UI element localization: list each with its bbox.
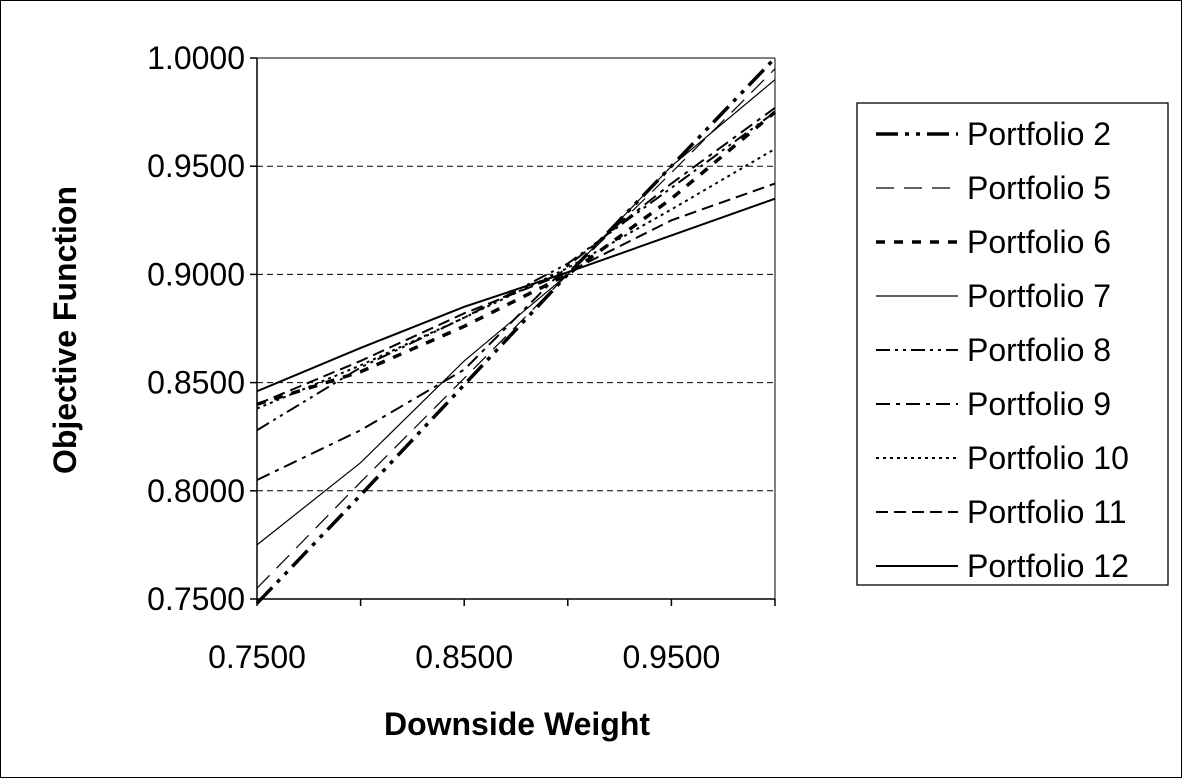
series-line-portfolio-10 xyxy=(256,148,776,410)
legend-label: Portfolio 6 xyxy=(967,224,1111,260)
y-tick-labels: 0.7500 0.8000 0.8500 0.9000 0.9500 1.0000 xyxy=(147,40,245,617)
legend: Portfolio 2 Portfolio 5 Portfolio 6 Portfol… xyxy=(876,116,1129,584)
x-tick-label: 0.9500 xyxy=(622,639,720,675)
series-lines xyxy=(255,56,777,605)
y-tick-label: 0.8000 xyxy=(147,473,245,509)
series-line-portfolio-5 xyxy=(256,68,776,589)
y-tick-label: 0.7500 xyxy=(147,581,245,617)
legend-label: Portfolio 9 xyxy=(967,386,1111,422)
legend-label: Portfolio 10 xyxy=(967,440,1129,476)
y-tick-label: 0.8500 xyxy=(147,365,245,401)
y-tick-label: 1.0000 xyxy=(147,40,245,76)
legend-label: Portfolio 11 xyxy=(967,494,1127,530)
series-line-portfolio-12 xyxy=(256,197,776,393)
gridlines xyxy=(257,165,775,492)
series-line-portfolio-7 xyxy=(256,79,776,546)
legend-label: Portfolio 2 xyxy=(967,116,1111,152)
y-tick-label: 0.9000 xyxy=(147,256,245,292)
x-tick-label: 0.8500 xyxy=(415,639,513,675)
y-tick-label: 0.9500 xyxy=(147,148,245,184)
x-tick-label: 0.7500 xyxy=(208,639,306,675)
legend-label: Portfolio 8 xyxy=(967,332,1111,368)
legend-label: Portfolio 7 xyxy=(967,278,1111,314)
axes xyxy=(250,57,776,606)
series-line-portfolio-8 xyxy=(256,111,776,432)
y-axis-title: Objective Function xyxy=(47,186,83,474)
legend-label: Portfolio 12 xyxy=(967,548,1129,584)
series-line-portfolio-6 xyxy=(256,110,777,406)
series-line-portfolio-9 xyxy=(256,106,776,481)
series-line-portfolio-2 xyxy=(255,56,777,605)
x-axis-title: Downside Weight xyxy=(384,706,650,742)
legend-label: Portfolio 5 xyxy=(967,170,1111,206)
x-tick-labels: 0.7500 0.8500 0.9500 xyxy=(208,639,720,675)
legend-box xyxy=(856,102,1169,586)
series-line-portfolio-11 xyxy=(256,182,776,406)
